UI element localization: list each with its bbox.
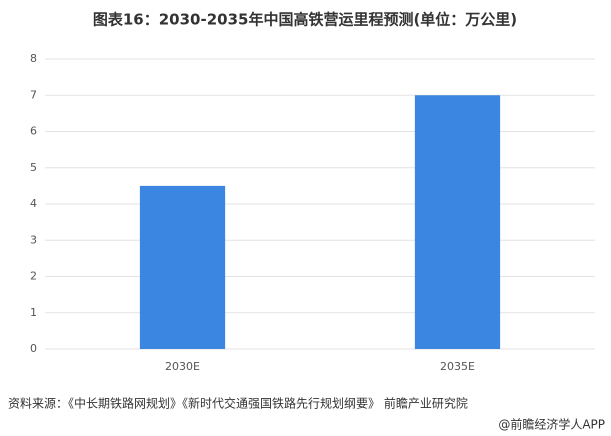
y-tick-label: 0 bbox=[30, 342, 37, 355]
chart-title: 图表16：2030-2035年中国高铁营运里程预测(单位：万公里) bbox=[93, 11, 517, 29]
y-tick-label: 8 bbox=[30, 52, 37, 65]
y-tick-label: 5 bbox=[30, 161, 37, 174]
bar bbox=[139, 185, 226, 349]
credit: @前瞻经济学人APP bbox=[498, 417, 605, 432]
source: 资料来源：《中长期铁路网规划》《新时代交通强国铁路先行规划纲要》 前瞻产业研究院 bbox=[8, 396, 468, 411]
y-tick-label: 6 bbox=[30, 125, 37, 138]
y-tick-label: 3 bbox=[30, 233, 37, 246]
y-tick-label: 7 bbox=[30, 88, 37, 101]
bar bbox=[414, 95, 501, 349]
y-tick-label: 1 bbox=[30, 306, 37, 319]
y-tick-label: 4 bbox=[30, 197, 37, 210]
x-tick-label: 2035E bbox=[440, 360, 475, 373]
y-tick-label: 2 bbox=[30, 270, 37, 283]
x-tick-label: 2030E bbox=[165, 360, 200, 373]
